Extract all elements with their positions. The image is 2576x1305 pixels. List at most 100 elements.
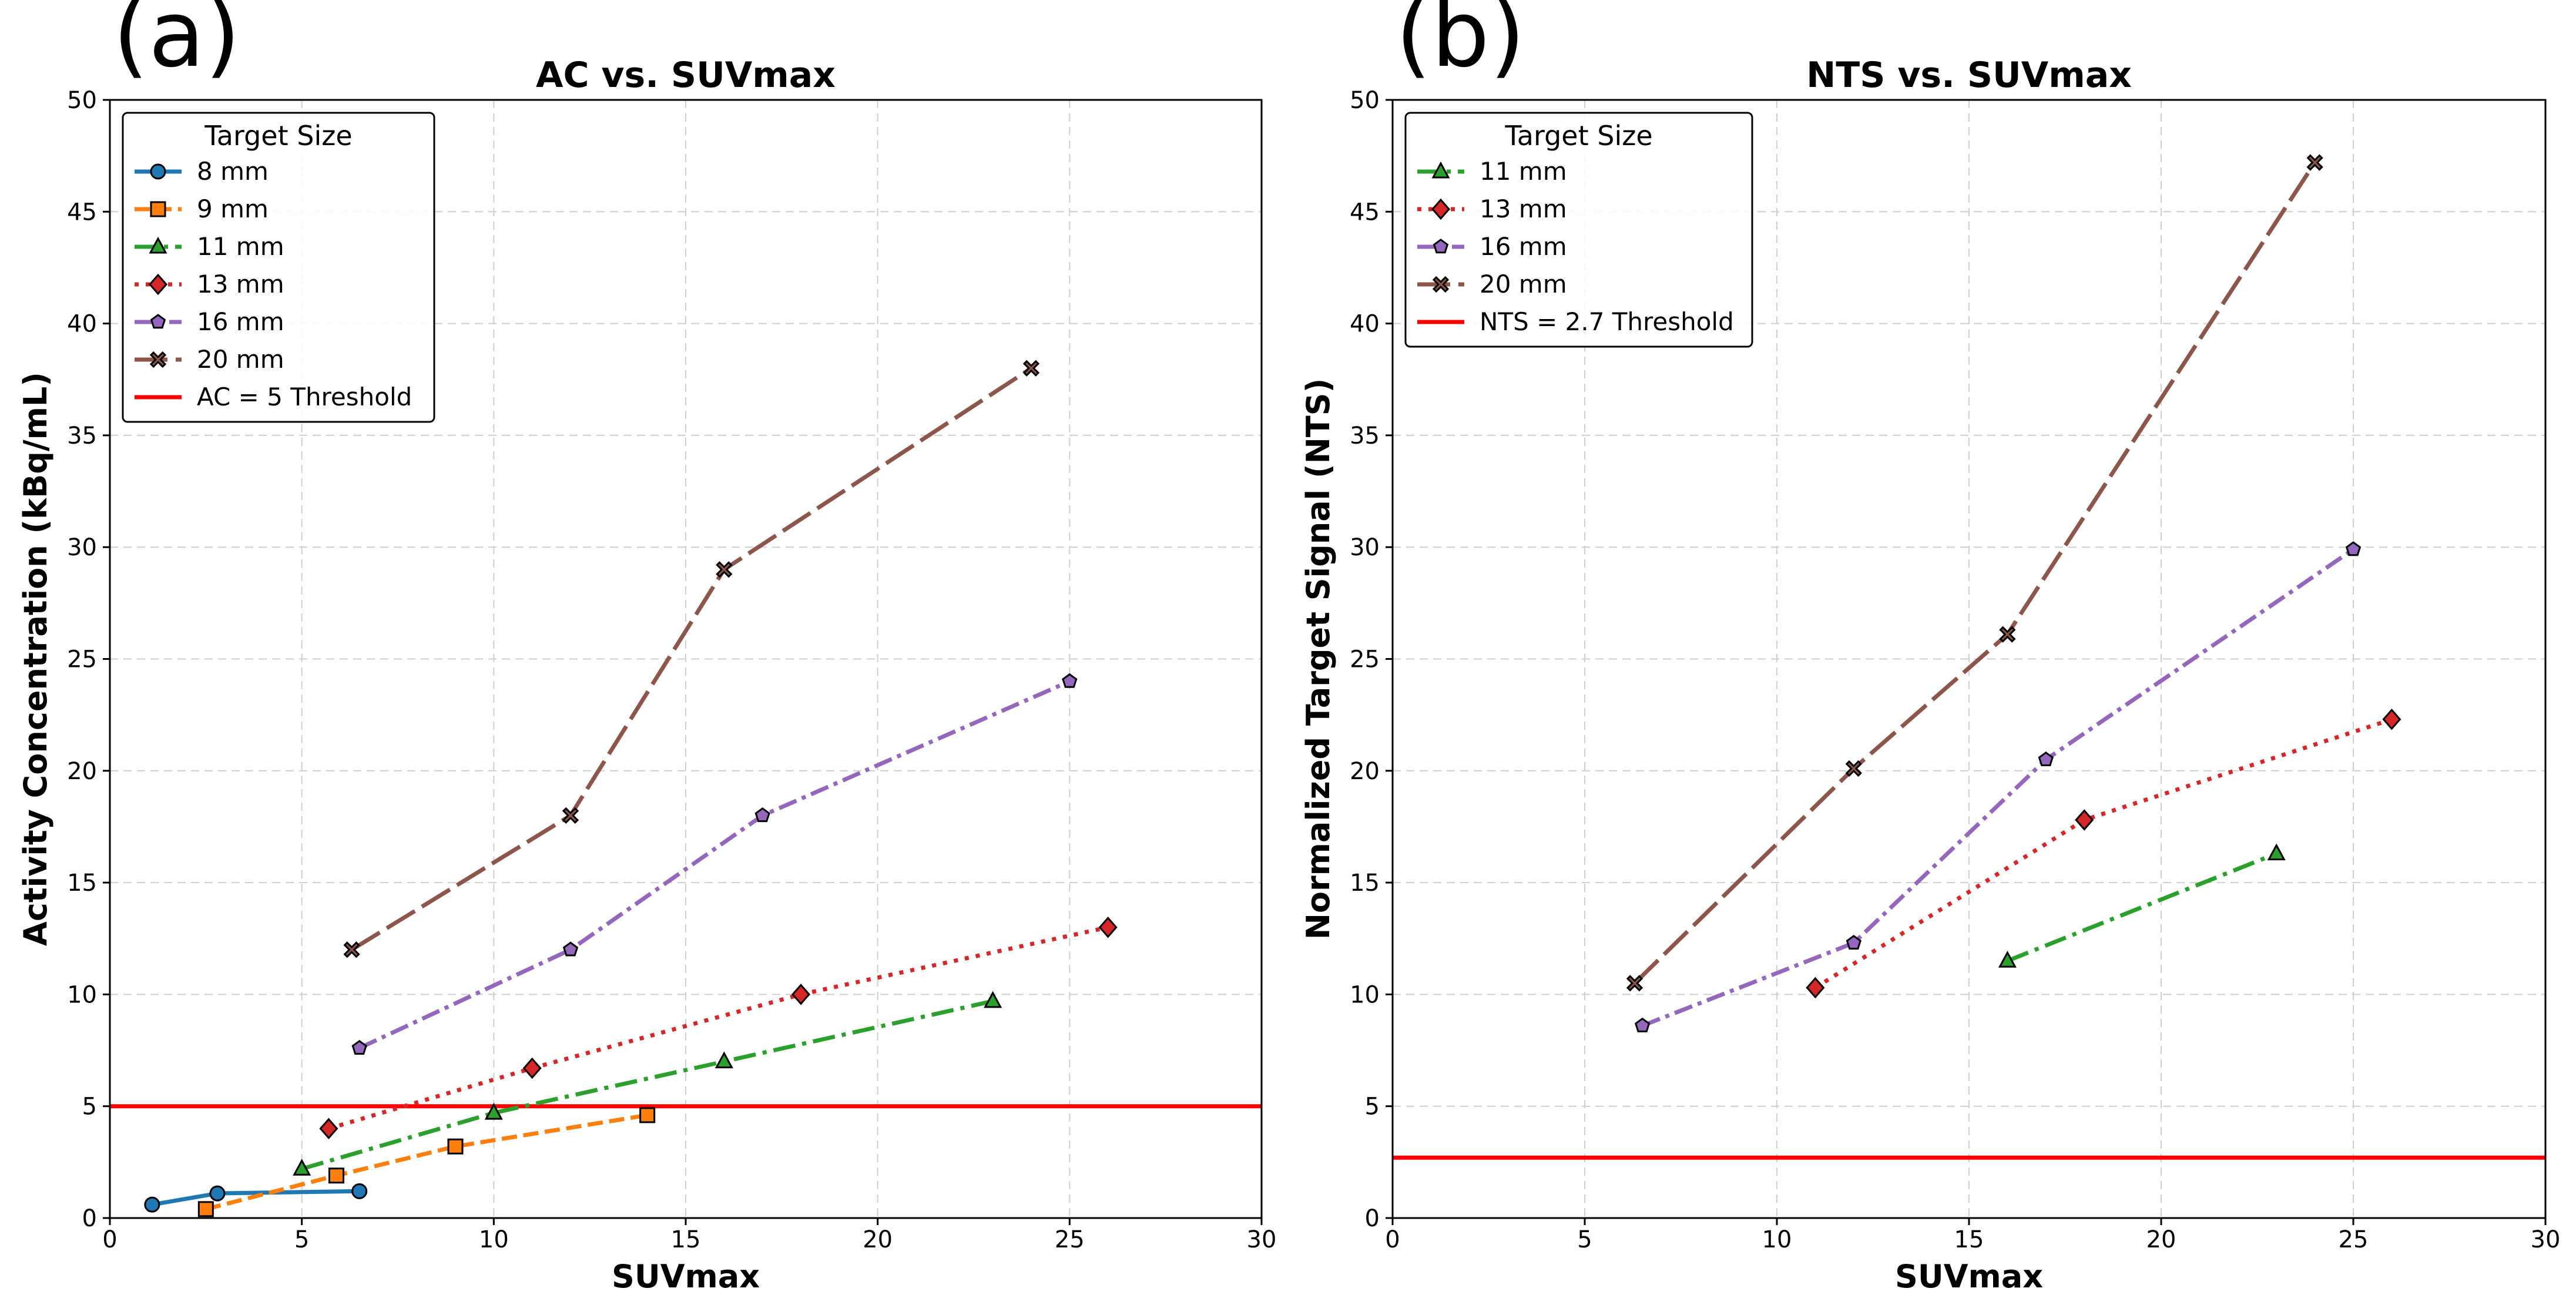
data-point bbox=[328, 1168, 344, 1184]
data-point bbox=[293, 1159, 311, 1176]
series-line bbox=[2007, 851, 2278, 963]
data-point bbox=[2306, 154, 2323, 171]
legend-item: 11 mm bbox=[135, 232, 284, 261]
data-point bbox=[1062, 673, 1078, 688]
legend-label: NTS = 2.7 Threshold bbox=[1480, 307, 1734, 336]
series-line bbox=[1633, 161, 2317, 985]
legend-swatch-marker bbox=[149, 273, 167, 296]
x-tick-label: 15 bbox=[671, 1226, 701, 1253]
series-11-mm bbox=[293, 991, 1002, 1176]
data-point bbox=[791, 984, 810, 1005]
y-tick-label: 15 bbox=[67, 870, 97, 897]
data-point bbox=[715, 1051, 733, 1069]
y-tick-label: 35 bbox=[67, 422, 97, 449]
legend-item: 9 mm bbox=[135, 194, 269, 223]
series-9-mm bbox=[197, 1107, 656, 1217]
x-axis-label: SUVmax bbox=[612, 1258, 760, 1295]
data-point bbox=[716, 561, 733, 578]
y-tick-label: 40 bbox=[67, 311, 97, 338]
legend-swatch-marker bbox=[150, 163, 166, 180]
data-point bbox=[351, 1183, 368, 1199]
y-tick-label: 30 bbox=[1350, 534, 1380, 561]
legend: Target Size 11 mm 13 mm 16 mm 20 mm NTS = 2.7… bbox=[1404, 112, 1753, 348]
y-axis-label: Normalized Target Signal (NTS) bbox=[1300, 378, 1337, 940]
series-20-mm bbox=[343, 360, 1040, 958]
data-point bbox=[562, 941, 579, 957]
data-point bbox=[1845, 760, 1862, 777]
x-tick-label: 0 bbox=[1385, 1226, 1400, 1253]
legend-item: 20 mm bbox=[135, 345, 284, 374]
data-point bbox=[1626, 975, 1643, 992]
data-point bbox=[639, 1107, 656, 1123]
data-point bbox=[197, 1201, 214, 1217]
series-line bbox=[1814, 717, 2393, 989]
data-point bbox=[1998, 951, 2017, 968]
data-point bbox=[343, 941, 360, 958]
x-tick-label: 5 bbox=[1577, 1226, 1592, 1253]
data-point bbox=[1022, 360, 1040, 377]
legend-item: NTS = 2.7 Threshold bbox=[1417, 307, 1734, 336]
series-8-mm bbox=[144, 1183, 368, 1213]
x-axis-label: SUVmax bbox=[1895, 1258, 2043, 1295]
legend-swatch-marker bbox=[150, 201, 166, 217]
y-tick-label: 25 bbox=[1350, 646, 1380, 673]
x-tick-label: 30 bbox=[1247, 1226, 1277, 1253]
legend-title: Target Size bbox=[204, 120, 352, 152]
y-tick-label: 45 bbox=[67, 199, 97, 226]
legend-label: 16 mm bbox=[1480, 232, 1567, 261]
legend: Target Size 8 mm 9 mm 11 mm 13 mm 16 mm 20 mm A… bbox=[122, 112, 435, 423]
chart-title: NTS vs. SUVmax bbox=[1806, 55, 2132, 96]
panel-label: (b) bbox=[1396, 0, 1525, 88]
series-16-mm bbox=[1634, 541, 2362, 1032]
x-tick-label: 30 bbox=[2531, 1226, 2561, 1253]
data-point bbox=[1634, 1017, 1651, 1032]
legend-title: Target Size bbox=[1504, 120, 1652, 152]
legend-item: 11 mm bbox=[1417, 157, 1567, 186]
series-13-mm bbox=[1806, 708, 2401, 999]
legend-label: 13 mm bbox=[197, 270, 284, 298]
x-tick-label: 25 bbox=[2339, 1226, 2369, 1253]
legend-swatch-marker bbox=[149, 351, 167, 368]
x-tick-label: 20 bbox=[2146, 1226, 2176, 1253]
legend-item: 20 mm bbox=[1417, 270, 1567, 298]
data-point bbox=[754, 807, 770, 823]
y-tick-label: 25 bbox=[67, 646, 97, 673]
data-point bbox=[2038, 751, 2054, 766]
data-point bbox=[2382, 708, 2401, 730]
legend-item: 16 mm bbox=[135, 307, 284, 336]
data-point bbox=[522, 1057, 542, 1079]
legend-item: 13 mm bbox=[1417, 194, 1567, 223]
legend-swatch-marker bbox=[150, 314, 166, 329]
legend-label: 16 mm bbox=[197, 307, 284, 336]
legend-swatch-marker bbox=[1431, 161, 1450, 179]
series-line bbox=[301, 999, 994, 1171]
legend-swatch-marker bbox=[1433, 239, 1449, 254]
y-axis-label: Activity Concentration (kBq/mL) bbox=[17, 372, 54, 946]
data-point bbox=[319, 1118, 338, 1140]
y-tick-label: 0 bbox=[82, 1205, 97, 1232]
y-tick-label: 5 bbox=[1365, 1093, 1380, 1121]
y-tick-label: 15 bbox=[1350, 870, 1380, 897]
data-point bbox=[2267, 843, 2286, 861]
data-point bbox=[1846, 935, 1861, 950]
x-tick-label: 5 bbox=[294, 1226, 309, 1253]
legend-label: 11 mm bbox=[1480, 157, 1567, 186]
series-16-mm bbox=[351, 673, 1078, 1055]
panel-label: (a) bbox=[113, 0, 240, 88]
data-point bbox=[209, 1185, 226, 1202]
chart-title: AC vs. SUVmax bbox=[536, 55, 836, 96]
legend-swatch-marker bbox=[1431, 198, 1450, 220]
legend-label: 13 mm bbox=[1480, 194, 1567, 223]
legend-item: AC = 5 Threshold bbox=[135, 383, 412, 411]
series-13-mm bbox=[319, 916, 1118, 1140]
series-line bbox=[1641, 548, 2354, 1028]
series-line bbox=[328, 925, 1109, 1131]
x-tick-label: 20 bbox=[863, 1226, 893, 1253]
y-tick-label: 30 bbox=[67, 534, 97, 561]
y-tick-label: 0 bbox=[1365, 1205, 1380, 1232]
y-tick-label: 40 bbox=[1350, 311, 1380, 338]
series-line bbox=[205, 1113, 648, 1212]
legend-item: 8 mm bbox=[135, 157, 269, 186]
legend-label: 9 mm bbox=[197, 194, 269, 223]
